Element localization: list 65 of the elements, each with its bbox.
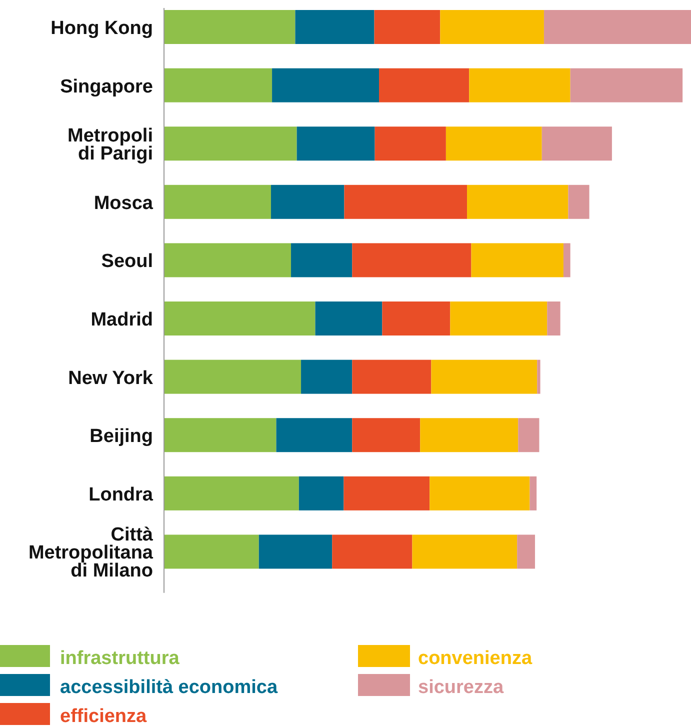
bar bbox=[469, 68, 570, 102]
bar bbox=[344, 476, 430, 510]
bar bbox=[270, 184, 344, 219]
bar bbox=[272, 68, 380, 102]
bar bbox=[344, 184, 468, 219]
bar bbox=[164, 243, 292, 278]
bar bbox=[291, 243, 352, 278]
y-tick-label: Beijing bbox=[90, 426, 153, 448]
bar bbox=[164, 534, 259, 569]
y-tick-label: Hong Kong bbox=[50, 18, 153, 39]
y-tick-label: Metropoli di Parigi bbox=[68, 126, 153, 165]
bar bbox=[430, 476, 530, 510]
y-tick-label: Città Metropolitana di Milano bbox=[28, 524, 154, 582]
y-tick-label: Mosca bbox=[94, 192, 154, 214]
bar bbox=[431, 360, 538, 394]
bar bbox=[440, 10, 544, 44]
bar bbox=[352, 360, 432, 394]
bar bbox=[164, 360, 302, 394]
bar bbox=[446, 126, 542, 161]
bar bbox=[298, 476, 344, 510]
y-tick-label: Singapore bbox=[60, 76, 153, 98]
bar bbox=[542, 126, 612, 161]
bar bbox=[276, 418, 352, 452]
bar bbox=[382, 302, 450, 336]
legend-label: efficienza bbox=[60, 706, 148, 727]
bar bbox=[563, 243, 570, 278]
bar bbox=[164, 418, 276, 452]
bar bbox=[412, 534, 518, 569]
bar bbox=[164, 302, 316, 336]
bar bbox=[301, 360, 352, 394]
legend-label: sicurezza bbox=[418, 677, 504, 698]
bar bbox=[517, 534, 536, 569]
bar bbox=[518, 418, 540, 452]
bar bbox=[471, 243, 564, 278]
legend-label: convenienza bbox=[418, 648, 532, 669]
bar bbox=[450, 302, 548, 336]
bar bbox=[164, 476, 299, 510]
bar bbox=[295, 10, 374, 44]
y-tick-label: Londra bbox=[88, 484, 154, 506]
bar bbox=[164, 126, 297, 161]
bar bbox=[296, 126, 375, 161]
bar bbox=[374, 126, 446, 161]
bar bbox=[547, 302, 560, 336]
bar bbox=[467, 184, 568, 219]
bar bbox=[258, 534, 332, 569]
legend-label: accessibilità economica bbox=[60, 677, 278, 698]
bar bbox=[164, 68, 272, 102]
bar bbox=[568, 184, 590, 219]
bar bbox=[530, 476, 537, 510]
bar bbox=[420, 418, 518, 452]
y-tick-label: Madrid bbox=[90, 310, 153, 330]
bar bbox=[164, 184, 271, 219]
bar bbox=[352, 418, 420, 452]
bar bbox=[315, 302, 382, 336]
y-tick-label: New York bbox=[68, 368, 154, 389]
bar bbox=[352, 243, 472, 278]
bar bbox=[164, 10, 296, 44]
bar bbox=[332, 534, 412, 569]
bar bbox=[537, 360, 540, 394]
bar bbox=[374, 10, 440, 44]
bar bbox=[379, 68, 470, 102]
legend-label: infrastruttura bbox=[60, 648, 180, 669]
bar bbox=[570, 68, 683, 102]
bar bbox=[544, 10, 691, 44]
y-tick-label: Seoul bbox=[101, 251, 153, 272]
